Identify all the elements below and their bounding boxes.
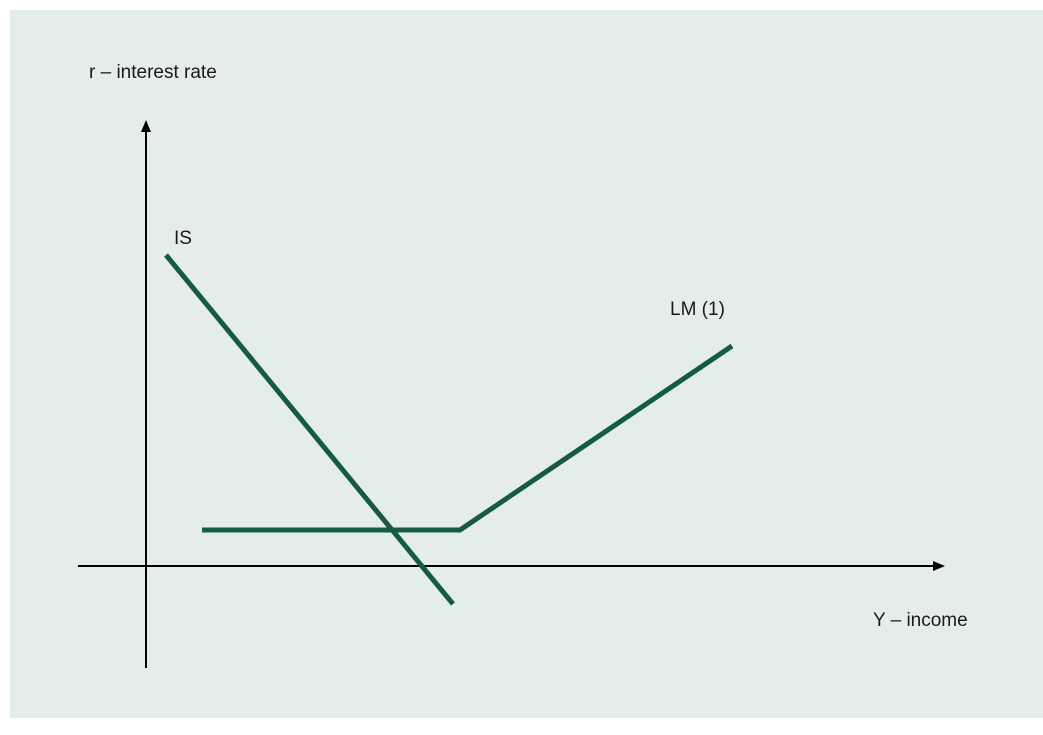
is-curve-label: IS (174, 228, 192, 249)
x-axis-label: Y – income (873, 610, 968, 631)
y-axis-label: r – interest rate (89, 62, 217, 83)
diagram-background (10, 10, 1043, 718)
is-curve (164, 253, 455, 606)
lm-curve (202, 343, 734, 533)
diagram-panel: r – interest rate Y – income IS LM (1) (10, 10, 1043, 718)
is-lm-diagram: r – interest rate Y – income IS LM (1) (10, 10, 1043, 718)
lm-curve-label: LM (1) (670, 299, 725, 320)
